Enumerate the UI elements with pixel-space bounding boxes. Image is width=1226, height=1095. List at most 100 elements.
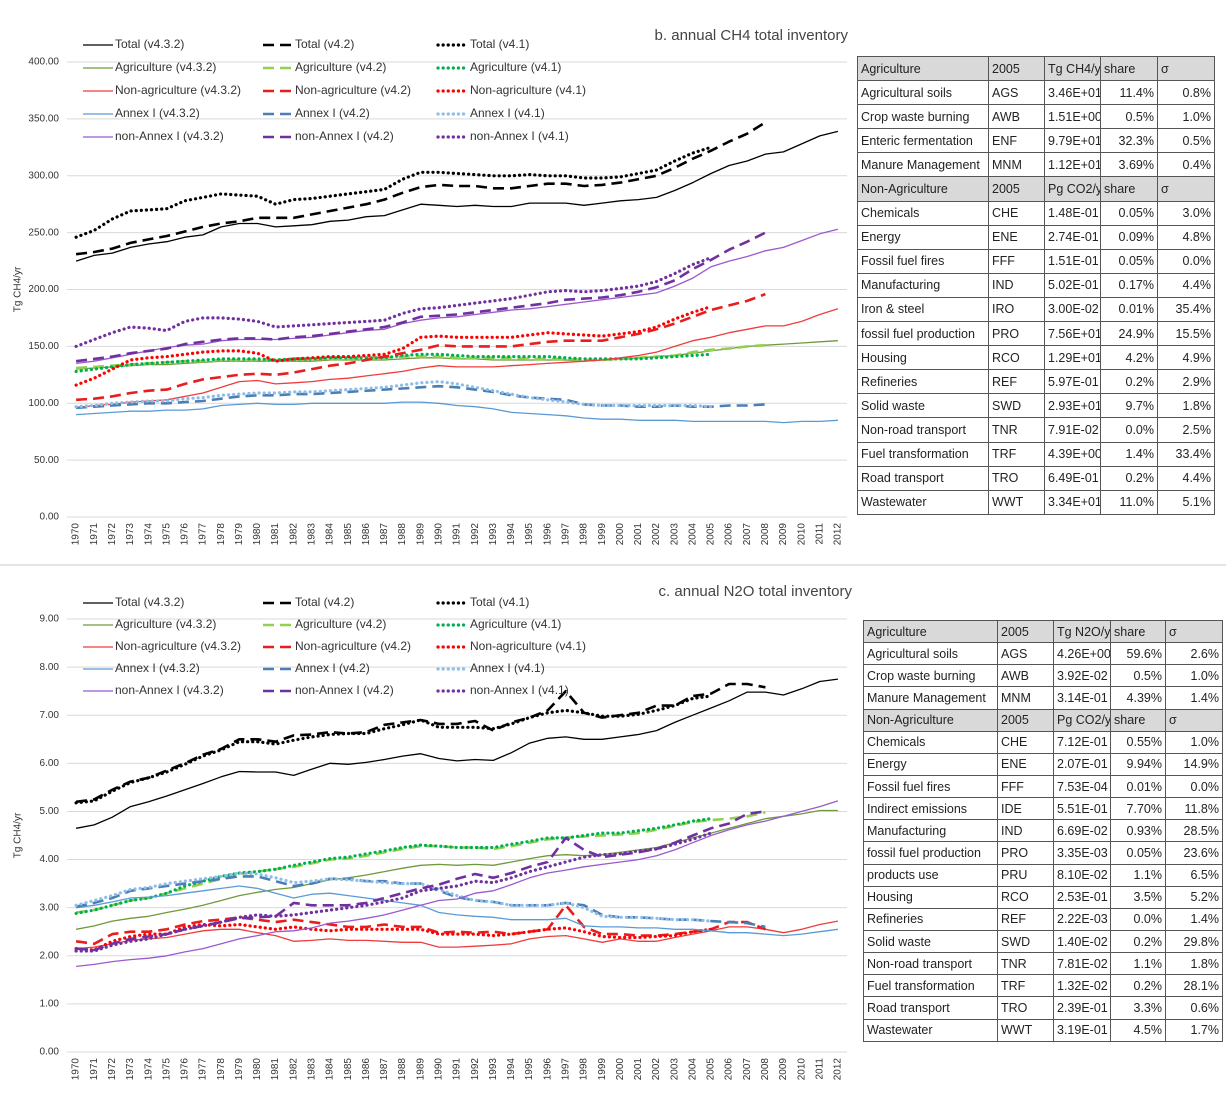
y-tick-label: 250.00: [28, 227, 59, 238]
table-cell: Manure Management: [863, 686, 998, 710]
series-line: [74, 922, 713, 952]
x-tick-label: 2000: [615, 1058, 626, 1081]
table-cell: TNR: [988, 417, 1045, 443]
x-tick-label: 2001: [633, 1058, 644, 1081]
table-cell: CHE: [997, 730, 1054, 754]
table-cell: 7.91E-02: [1044, 417, 1101, 443]
table-cell: TNR: [997, 952, 1054, 976]
series-line: [74, 380, 713, 409]
x-tick-label: 1976: [180, 1058, 191, 1081]
y-tick-label: 0.00: [40, 512, 60, 523]
table-cell: WWT: [997, 1018, 1054, 1042]
table-cell: 2005: [997, 708, 1054, 732]
table-cell: 5.02E-01: [1044, 272, 1101, 298]
x-tick-label: 2009: [778, 1058, 789, 1081]
table-cell: 1.8%: [1165, 952, 1223, 976]
x-tick-label: 1985: [343, 523, 354, 546]
table-cell: ENE: [988, 224, 1045, 250]
table-row: Indirect emissions IDE 5.51E-01 7.70% 11.8%: [863, 797, 1223, 821]
table-cell: 9.7%: [1100, 393, 1158, 419]
table-cell: 1.4%: [1165, 686, 1223, 710]
x-tick-label: 1987: [379, 1058, 390, 1081]
legend-label: Annex I (v4.2): [295, 661, 370, 675]
table-header-row: Agriculture 2005 Tg N2O/yr share σ: [863, 619, 1223, 644]
table-cell: 2005: [988, 55, 1045, 82]
x-tick-label: 1976: [180, 523, 191, 546]
table-cell: PRO: [997, 841, 1054, 865]
table-cell: 3.14E-01: [1053, 686, 1111, 710]
table-cell: Non-Agriculture: [857, 176, 989, 202]
x-tick-label: 2012: [833, 523, 844, 546]
table-row: Manufacturing IND 5.02E-01 0.17% 4.4%: [857, 272, 1215, 298]
table-cell: 3.19E-01: [1053, 1018, 1111, 1042]
table-cell: 0.01%: [1110, 774, 1166, 799]
x-tick-label: 1987: [379, 523, 390, 546]
table-cell: 0.5%: [1157, 128, 1215, 154]
x-tick-label: 1993: [488, 523, 499, 546]
table-cell: 1.48E-01: [1044, 200, 1101, 226]
table-cell: MNM: [997, 686, 1054, 710]
x-tick-label: 1998: [579, 523, 590, 546]
table-cell: Chemicals: [863, 730, 998, 754]
legend-label: Annex I (v4.1): [470, 106, 545, 120]
y-axis-label: Tg CH4/yr: [13, 266, 24, 312]
x-tick-label: 1988: [397, 1058, 408, 1081]
series-line: [75, 130, 839, 262]
table-cell: 11.0%: [1100, 489, 1158, 515]
table-cell: Iron & steel: [857, 296, 989, 323]
table-cell: 2005: [997, 619, 1054, 644]
series-line: [76, 228, 839, 365]
y-tick-label: 350.00: [28, 114, 59, 125]
x-tick-label: 1989: [415, 523, 426, 546]
table-cell: Manufacturing: [857, 272, 989, 298]
table-cell: REF: [997, 907, 1054, 931]
table-cell: Fossil fuel fires: [863, 774, 998, 799]
table-cell: 5.97E-01: [1044, 369, 1101, 395]
table-cell: 2.74E-01: [1044, 224, 1101, 250]
table-cell: σ: [1157, 176, 1215, 202]
table-row: fossil fuel production PRO 7.56E+01 24.9% 15…: [857, 321, 1215, 347]
table-cell: Wastewater: [863, 1018, 998, 1042]
table-cell: FFF: [997, 774, 1054, 799]
x-tick-label: 1990: [434, 523, 445, 546]
legend-label: Total (v4.2): [295, 37, 354, 51]
x-tick-label: 1992: [470, 1058, 481, 1081]
table-cell: TRO: [988, 465, 1045, 491]
x-tick-label: 2006: [724, 523, 735, 546]
table-row: Fossil fuel fires FFF 7.53E-04 0.01% 0.0%: [863, 774, 1223, 799]
table-cell: PRO: [988, 321, 1045, 347]
table-cell: 3.35E-03: [1053, 841, 1111, 865]
table-cell: 7.56E+01: [1044, 321, 1101, 347]
x-tick-label: 1973: [125, 523, 136, 546]
table-cell: SWD: [997, 929, 1054, 954]
table-cell: 2.6%: [1165, 642, 1223, 666]
x-tick-label: 1970: [71, 523, 82, 546]
x-tick-label: 1972: [107, 1058, 118, 1081]
table-cell: 9.94%: [1110, 752, 1166, 776]
table-cell: 4.26E+00: [1053, 642, 1111, 666]
table-cell: 1.8%: [1157, 393, 1215, 419]
n2o-table: Agriculture 2005 Tg N2O/yr share σ Agricultur…: [863, 619, 1223, 1042]
x-tick-label: 2011: [814, 1058, 825, 1080]
x-tick-label: 1982: [288, 523, 299, 546]
table-cell: Agriculture: [863, 619, 998, 644]
series-line: [75, 121, 767, 256]
table-cell: 1.4%: [1165, 907, 1223, 931]
x-tick-label: 1986: [361, 1058, 372, 1081]
y-tick-label: 150.00: [28, 341, 59, 352]
table-cell: share: [1110, 619, 1166, 644]
series-line: [75, 811, 766, 914]
table-cell: 7.81E-02: [1053, 952, 1111, 976]
table-cell: Indirect emissions: [863, 797, 998, 821]
y-tick-label: 0.00: [40, 1047, 60, 1058]
table-cell: Enteric fermentation: [857, 128, 989, 154]
table-cell: 23.6%: [1165, 841, 1223, 865]
x-tick-label: 1974: [143, 523, 154, 546]
series-line: [76, 308, 839, 409]
x-tick-label: 2005: [706, 1058, 717, 1081]
table-cell: Solid waste: [863, 929, 998, 954]
table-cell: 3.46E+01: [1044, 80, 1101, 106]
table-cell: 0.93%: [1110, 819, 1166, 843]
x-tick-label: 1991: [452, 523, 463, 546]
